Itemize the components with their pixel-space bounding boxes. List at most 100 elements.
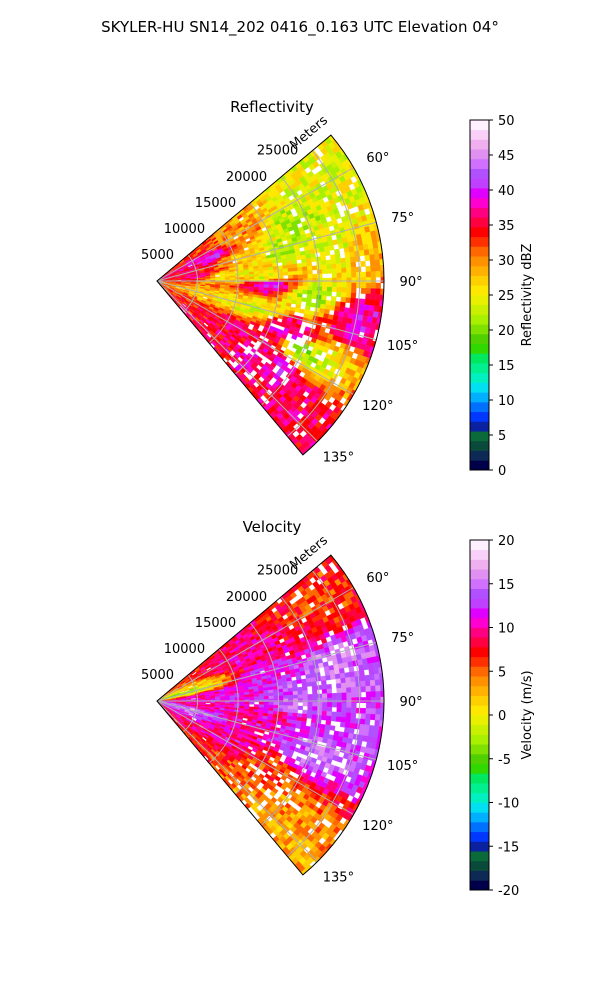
radar-cell <box>298 278 303 282</box>
radar-cell <box>365 294 370 300</box>
radar-cell <box>274 276 279 279</box>
radar-cell <box>374 300 379 306</box>
radar-cell <box>347 693 352 698</box>
radar-cell <box>274 279 279 282</box>
radar-cell <box>366 703 371 709</box>
radar-cell <box>339 668 345 674</box>
radar-cell <box>347 278 352 283</box>
colorbar-swatch <box>470 120 489 130</box>
radar-cell <box>322 698 327 702</box>
radar-cell <box>346 288 351 293</box>
radar-cell <box>332 698 337 703</box>
radar-cell <box>330 254 335 259</box>
radar-cell <box>278 272 283 276</box>
colorbar-tick-label: 15 <box>498 359 515 374</box>
radar-cell <box>356 681 361 687</box>
radar-cell <box>308 282 313 286</box>
radar-cell <box>341 292 346 297</box>
radar-cell <box>264 282 269 285</box>
radar-cell <box>365 255 370 261</box>
radar-cell <box>356 267 361 273</box>
radar-cell <box>322 282 327 286</box>
radar-cell <box>299 309 305 314</box>
radar-cell <box>312 291 317 295</box>
radar-cell <box>244 275 249 278</box>
radar-cell <box>332 268 337 273</box>
colorbar-swatch <box>470 402 489 412</box>
radar-cell <box>337 283 342 288</box>
radar-cell <box>316 715 321 720</box>
radar-cell <box>220 278 225 280</box>
radar-cell <box>288 289 293 293</box>
colorbar-swatch <box>470 451 489 461</box>
radar-cell <box>375 294 380 300</box>
radar-cell <box>317 702 322 706</box>
radar-cell <box>376 691 381 697</box>
radar-cell <box>331 259 336 264</box>
radar-cell <box>375 260 380 266</box>
radar-cell <box>264 270 269 273</box>
radar-cell <box>259 271 264 274</box>
radar-cell <box>337 693 342 698</box>
radar-cell <box>335 301 340 306</box>
radar-cell <box>349 728 355 734</box>
radar-cell <box>322 694 327 699</box>
radar-cell <box>279 699 284 702</box>
radar-cell <box>329 245 335 250</box>
radar-cell <box>371 283 376 289</box>
radar-cell <box>293 706 298 710</box>
radar-cell <box>337 287 342 292</box>
radar-cell <box>332 273 337 278</box>
radar-cell <box>337 698 342 703</box>
radar-cell <box>298 695 303 699</box>
radar-cell <box>354 671 360 677</box>
radar-cell <box>259 694 264 697</box>
colorbar-swatch <box>470 314 489 324</box>
radar-cell <box>244 695 249 698</box>
radar-cell <box>287 684 292 688</box>
radar-cell <box>341 712 346 717</box>
range-tick-label: 5000 <box>141 248 174 263</box>
radar-cell <box>240 702 245 704</box>
radar-cell <box>317 278 322 282</box>
radar-cell <box>303 698 308 702</box>
radar-cell <box>342 278 347 283</box>
radar-cell <box>369 249 375 255</box>
radar-cell <box>322 702 327 706</box>
radar-cell <box>269 273 274 276</box>
radar-cell <box>292 684 297 688</box>
radar-cell <box>361 708 366 714</box>
radar-cell <box>283 695 288 699</box>
colorbar-swatch <box>470 227 489 237</box>
radar-cell <box>288 709 293 713</box>
radar-cell <box>365 299 370 305</box>
radar-cell <box>364 249 370 255</box>
radar-cell <box>273 266 278 270</box>
radar-cell <box>307 714 312 718</box>
radar-cell <box>335 674 340 679</box>
radar-cell <box>330 674 335 679</box>
azimuth-tick-label: 90° <box>400 275 423 290</box>
radar-cell <box>321 680 326 685</box>
radar-cell <box>356 277 361 282</box>
radar-cell <box>330 305 336 310</box>
radar-cell <box>308 278 313 282</box>
radar-cell <box>273 269 278 273</box>
radar-cell <box>341 268 346 273</box>
radar-cell <box>307 270 312 274</box>
radar-cell <box>274 699 279 702</box>
radar-cell <box>259 702 264 705</box>
radar-cell <box>308 702 313 706</box>
radar-cell <box>327 278 332 283</box>
radar-cell <box>321 260 326 265</box>
radar-cell <box>313 702 318 706</box>
radar-cell <box>356 692 361 697</box>
radar-cell <box>369 254 374 260</box>
radar-cell <box>351 713 356 719</box>
colorbar-swatch <box>470 139 489 149</box>
radar-cell <box>273 693 278 696</box>
radar-cell <box>249 694 254 697</box>
radar-cell <box>269 693 274 696</box>
radar-cell <box>302 267 307 271</box>
